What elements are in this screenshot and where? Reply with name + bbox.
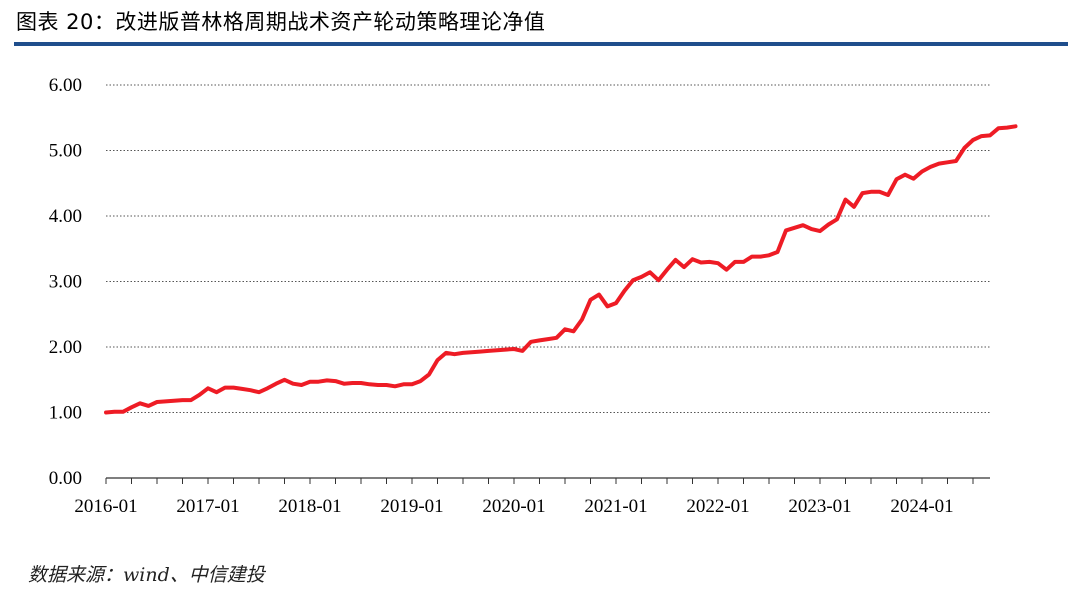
x-tick-label: 2019-01 [380, 496, 443, 517]
y-tick-label: 2.00 [49, 337, 82, 358]
chart-gridlines [106, 84, 990, 413]
chart-title: 图表 20：改进版普林格周期战术资产轮动策略理论净值 [16, 10, 546, 34]
x-axis-tick-labels: 2016-01 2017-01 2018-01 2019-01 2020-01 2021-… [74, 496, 953, 517]
series-line-net-value [104, 124, 1018, 415]
title-rule [14, 42, 1068, 46]
y-tick-label: 4.00 [49, 206, 82, 227]
x-tick-label: 2018-01 [278, 496, 341, 517]
x-tick-label: 2017-01 [176, 496, 239, 517]
y-tick-label: 0.00 [49, 468, 82, 489]
x-tick-label: 2023-01 [788, 496, 851, 517]
x-tick-label: 2024-01 [890, 496, 953, 517]
y-tick-label: 1.00 [49, 403, 82, 424]
x-tick-label: 2016-01 [74, 496, 137, 517]
y-tick-label: 3.00 [49, 272, 82, 293]
data-source-note: 数据来源：wind、中信建投 [28, 564, 265, 586]
y-tick-label: 5.00 [49, 141, 82, 162]
x-tick-label: 2020-01 [482, 496, 545, 517]
y-axis-tick-labels: 0.00 1.00 2.00 3.00 4.00 5.00 6.00 [49, 75, 82, 489]
x-tick-label: 2021-01 [584, 496, 647, 517]
chart-axes [105, 477, 990, 484]
x-tick-label: 2022-01 [686, 496, 749, 517]
y-tick-label: 6.00 [49, 75, 82, 96]
chart-series [104, 124, 1018, 415]
